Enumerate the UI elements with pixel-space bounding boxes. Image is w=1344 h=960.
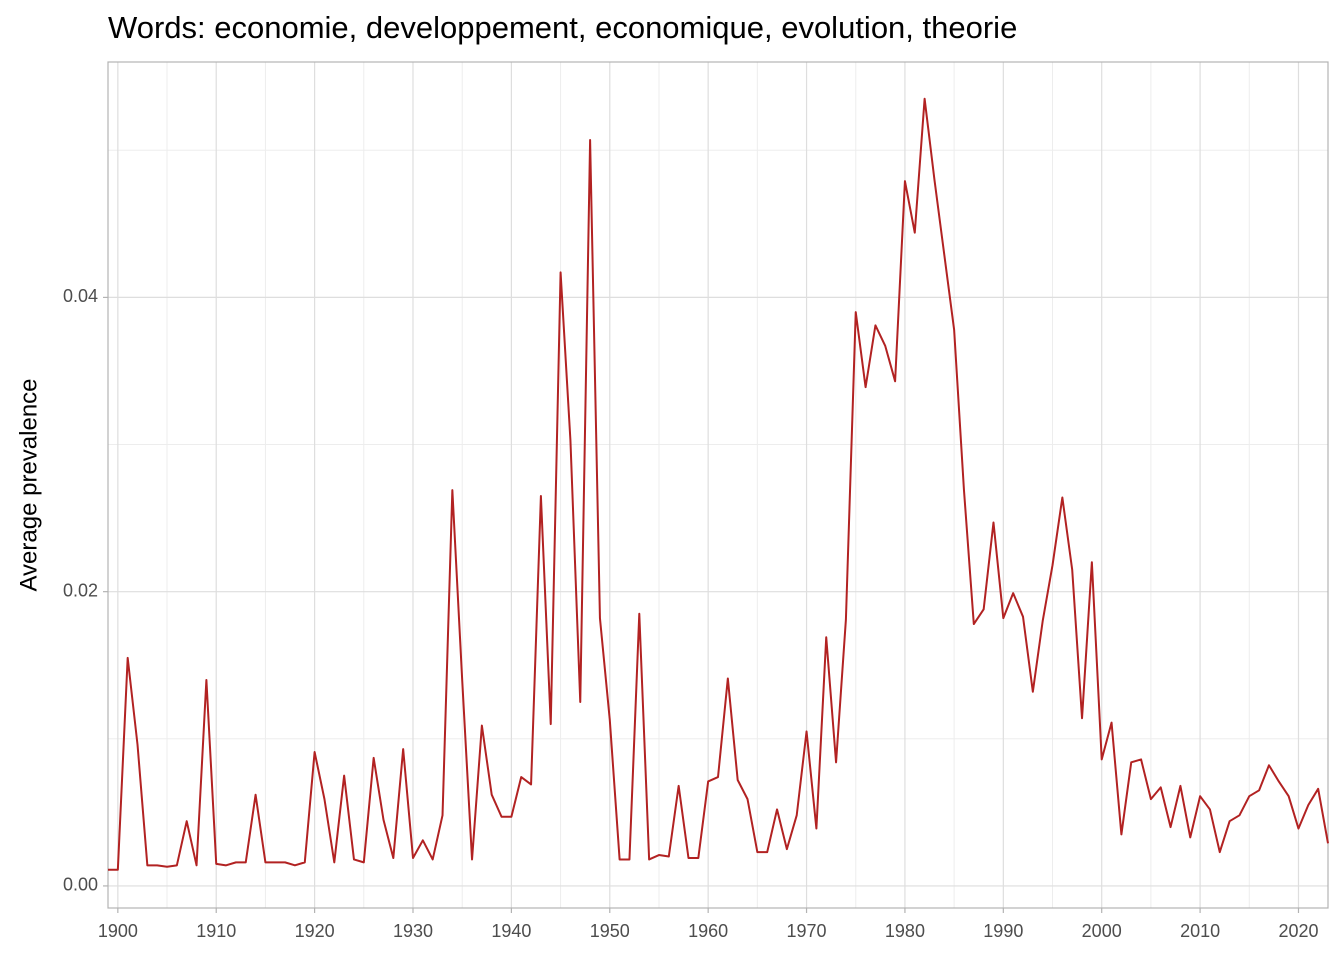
x-tick-label: 1950	[590, 921, 630, 941]
x-tick-label: 1980	[885, 921, 925, 941]
data-line	[108, 97, 1329, 871]
chart-title: Words: economie, developpement, economiq…	[108, 10, 1017, 45]
y-axis-title: Average prevalence	[15, 378, 42, 591]
y-tick-label: 0.04	[63, 286, 98, 306]
x-tick-label: 1930	[393, 921, 433, 941]
x-tick-label: 1970	[787, 921, 827, 941]
x-tick-label: 1900	[98, 921, 138, 941]
x-tick-label: 1940	[491, 921, 531, 941]
panel-border	[107, 61, 1329, 909]
x-tick-label: 1920	[295, 921, 335, 941]
x-tick-label: 1910	[196, 921, 236, 941]
x-tick-label: 2000	[1082, 921, 1122, 941]
x-tick-label: 2020	[1278, 921, 1318, 941]
y-tick-label: 0.02	[63, 580, 98, 600]
x-tick-label: 2010	[1180, 921, 1220, 941]
x-tick-label: 1960	[688, 921, 728, 941]
y-tick-label: 0.00	[63, 875, 98, 895]
x-tick-label: 1990	[983, 921, 1023, 941]
